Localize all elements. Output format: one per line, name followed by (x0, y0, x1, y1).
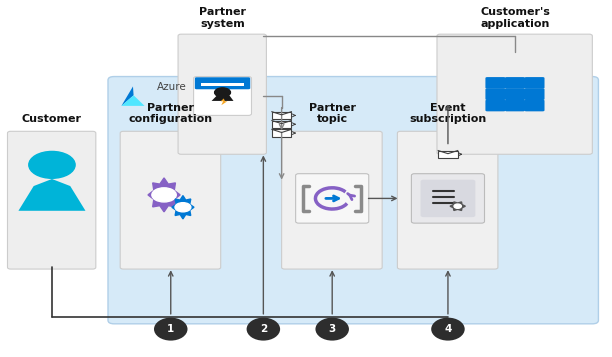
FancyBboxPatch shape (485, 100, 506, 111)
Text: Partner
system: Partner system (199, 7, 246, 29)
FancyBboxPatch shape (397, 131, 498, 269)
Circle shape (152, 188, 176, 202)
FancyBboxPatch shape (195, 77, 250, 89)
Text: 1: 1 (167, 324, 174, 334)
FancyBboxPatch shape (524, 77, 545, 89)
Circle shape (215, 88, 231, 97)
Ellipse shape (315, 318, 349, 341)
FancyBboxPatch shape (485, 89, 506, 100)
Ellipse shape (431, 318, 465, 341)
Polygon shape (212, 94, 234, 101)
Polygon shape (172, 196, 194, 219)
Bar (272, 121, 291, 128)
Circle shape (29, 151, 75, 178)
Polygon shape (121, 86, 133, 106)
FancyBboxPatch shape (420, 180, 476, 217)
Polygon shape (148, 178, 180, 212)
Text: Partner
configuration: Partner configuration (129, 103, 213, 124)
Polygon shape (18, 179, 86, 211)
FancyBboxPatch shape (7, 131, 96, 269)
FancyBboxPatch shape (201, 82, 244, 86)
FancyBboxPatch shape (108, 76, 599, 324)
Bar (438, 151, 458, 158)
Ellipse shape (247, 318, 280, 341)
Ellipse shape (154, 318, 187, 341)
Text: Customer: Customer (22, 114, 82, 124)
FancyBboxPatch shape (178, 34, 266, 154)
Text: 4: 4 (444, 324, 452, 334)
FancyBboxPatch shape (193, 76, 252, 115)
FancyBboxPatch shape (437, 34, 592, 154)
FancyBboxPatch shape (485, 77, 506, 89)
Text: Partner
topic: Partner topic (308, 103, 356, 124)
FancyBboxPatch shape (524, 100, 545, 111)
Text: Customer's
application: Customer's application (480, 7, 550, 29)
FancyBboxPatch shape (505, 77, 525, 89)
FancyBboxPatch shape (120, 131, 221, 269)
Text: 3: 3 (329, 324, 336, 334)
Text: Event
subscription: Event subscription (409, 103, 487, 124)
FancyBboxPatch shape (505, 100, 525, 111)
Bar (272, 112, 291, 119)
Circle shape (454, 204, 461, 208)
FancyBboxPatch shape (524, 89, 545, 100)
Text: Azure: Azure (157, 82, 187, 92)
Polygon shape (121, 95, 144, 106)
Polygon shape (450, 202, 465, 211)
FancyBboxPatch shape (411, 174, 485, 223)
Polygon shape (221, 99, 228, 105)
Circle shape (175, 203, 191, 212)
Bar (272, 129, 291, 137)
FancyBboxPatch shape (282, 131, 382, 269)
FancyBboxPatch shape (296, 174, 369, 223)
Text: 2: 2 (259, 324, 267, 334)
FancyBboxPatch shape (505, 89, 525, 100)
